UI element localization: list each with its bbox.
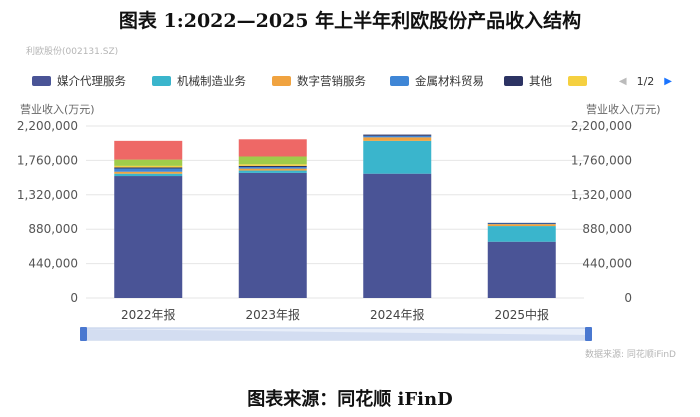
y-tick-label-left: 1,320,000 [17, 188, 78, 202]
y-tick-label-right: 2,200,000 [571, 119, 632, 133]
zoom-preview [80, 329, 592, 340]
y-tick-label-right: 880,000 [582, 222, 632, 236]
x-tick-label: 2025中报 [494, 307, 549, 322]
y-tick-label-right: 0 [624, 291, 632, 305]
bar-segment[interactable] [238, 167, 307, 169]
legend-swatch-series-6 [568, 76, 587, 86]
bar-segment[interactable] [114, 168, 183, 172]
bar-segment[interactable] [487, 226, 556, 242]
bar-segment[interactable] [238, 165, 307, 168]
legend-item-other[interactable]: 其他 [504, 72, 552, 90]
left-axis-unit: 营业收入(万元) [20, 103, 95, 116]
triangle-right-icon[interactable]: ▶ [664, 75, 672, 87]
y-tick-label-left: 1,760,000 [17, 153, 78, 167]
bar-segment[interactable] [363, 137, 432, 141]
bar-segment[interactable] [114, 140, 183, 160]
bar-segment[interactable] [114, 171, 183, 174]
figure-source: 图表来源：同花顺 iFinD [247, 389, 453, 410]
bar-segment[interactable] [238, 164, 307, 166]
legend-item-machinery[interactable]: 机械制造业务 [152, 72, 246, 90]
bar-segment[interactable] [487, 224, 556, 227]
bar-segment[interactable] [363, 173, 432, 298]
bar-segment[interactable] [114, 173, 183, 177]
stock-label: 利欧股份(002131.SZ) [26, 47, 119, 57]
legend: 媒介代理服务 机械制造业务 数字营销服务 金属材料贸易 其他 ◀ 1/2 ▶ [32, 72, 672, 90]
bar-segment[interactable] [363, 140, 432, 174]
y-tick-label-left: 440,000 [28, 257, 78, 271]
legend-label-machinery: 机械制造业务 [177, 74, 246, 88]
bar-segment[interactable] [363, 134, 432, 136]
data-zoom-slider[interactable] [80, 327, 592, 341]
zoom-handle-left[interactable] [80, 327, 87, 341]
legend-page-indicator: 1/2 [636, 74, 655, 88]
y-tick-label-right: 440,000 [582, 257, 632, 271]
legend-item-digital-marketing[interactable]: 数字营销服务 [272, 72, 366, 90]
bar-segment[interactable] [114, 159, 183, 166]
bar-segment[interactable] [238, 168, 307, 171]
bar-segment[interactable] [363, 135, 432, 138]
bar-segment[interactable] [487, 223, 556, 225]
bar-segment[interactable] [487, 241, 556, 298]
legend-item-series-6[interactable] [568, 72, 593, 90]
legend-label-metal-trade: 金属材料贸易 [415, 74, 484, 88]
legend-pager: ◀ 1/2 ▶ [619, 72, 672, 90]
y-tick-label-left: 0 [70, 291, 78, 305]
x-tick-label: 2023年报 [245, 307, 300, 322]
bar-segment[interactable] [114, 176, 183, 298]
x-tick-label: 2022年报 [121, 307, 176, 322]
legend-item-metal-trade[interactable]: 金属材料贸易 [390, 72, 484, 90]
legend-swatch-digital-marketing [272, 76, 291, 86]
legend-swatch-other [504, 76, 523, 86]
legend-swatch-machinery [152, 76, 171, 86]
bar-segment[interactable] [238, 170, 307, 173]
chart-title: 图表 1:2022—2025 年上半年利欧股份产品收入结构 [118, 10, 582, 32]
right-axis-unit: 营业收入(万元) [586, 103, 661, 116]
legend-label-media-agency: 媒介代理服务 [57, 74, 126, 88]
triangle-left-icon[interactable]: ◀ [618, 75, 627, 87]
bar-segment[interactable] [114, 165, 183, 168]
bar-segment[interactable] [238, 172, 307, 298]
bar-segment[interactable] [238, 139, 307, 157]
legend-swatch-media-agency [32, 76, 51, 86]
bar-segment[interactable] [114, 167, 183, 169]
legend-label-other: 其他 [529, 74, 552, 88]
data-source-note: 数据来源: 同花顺iFinD [584, 350, 676, 360]
y-tick-label-left: 880,000 [28, 222, 78, 236]
bar-segment[interactable] [238, 156, 307, 165]
bar-segment[interactable] [487, 222, 556, 224]
legend-label-digital-marketing: 数字营销服务 [297, 74, 366, 88]
zoom-handle-right[interactable] [585, 327, 592, 341]
y-tick-label-left: 2,200,000 [17, 119, 78, 133]
legend-item-media-agency[interactable]: 媒介代理服务 [32, 72, 126, 90]
y-tick-label-right: 1,760,000 [571, 153, 632, 167]
x-tick-label: 2024年报 [370, 307, 425, 322]
legend-swatch-metal-trade [390, 76, 409, 86]
y-tick-label-right: 1,320,000 [571, 188, 632, 202]
